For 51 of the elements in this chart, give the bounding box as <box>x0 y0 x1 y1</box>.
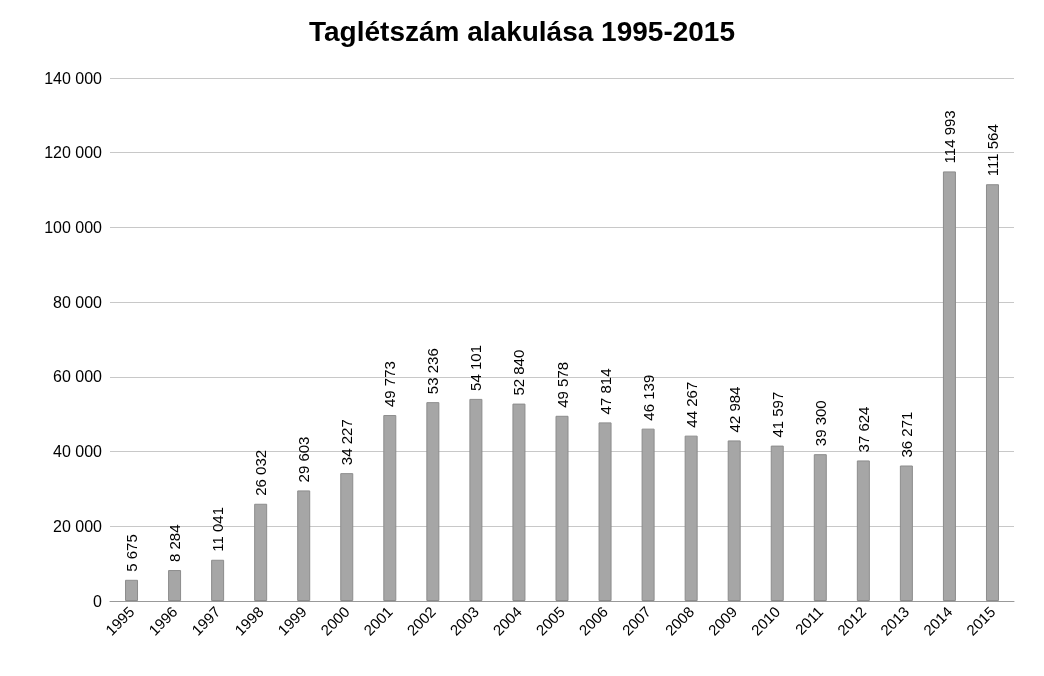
data-label: 39 300 <box>811 400 829 447</box>
bar <box>770 445 784 601</box>
data-label: 8 284 <box>166 524 184 563</box>
data-label: 29 603 <box>295 436 313 483</box>
data-label: 44 267 <box>682 381 700 428</box>
y-tick-label: 80 000 <box>53 293 103 311</box>
data-label: 114 993 <box>940 110 958 164</box>
bar <box>211 559 225 601</box>
data-label: 54 101 <box>467 345 485 391</box>
bar <box>942 171 956 601</box>
data-label: 41 597 <box>768 391 786 438</box>
bar <box>254 503 268 601</box>
data-label: 36 271 <box>897 411 915 458</box>
bar <box>555 415 569 601</box>
data-label: 49 578 <box>553 361 571 408</box>
bar <box>426 402 440 601</box>
bar <box>383 415 397 601</box>
bar <box>985 184 999 601</box>
bar <box>598 422 612 601</box>
bar <box>899 465 913 601</box>
data-label: 11 041 <box>209 506 227 552</box>
data-label: 53 236 <box>424 348 442 395</box>
bar <box>684 435 698 601</box>
y-tick-label: 120 000 <box>44 144 103 162</box>
data-label: 37 624 <box>854 406 872 453</box>
bar <box>469 398 483 601</box>
y-tick-label: 60 000 <box>53 368 103 386</box>
data-label: 52 840 <box>510 349 528 396</box>
bar <box>641 428 655 601</box>
bar <box>813 454 827 601</box>
data-label: 26 032 <box>252 449 270 496</box>
y-tick-label: 20 000 <box>53 517 103 535</box>
chart-title: Taglétszám alakulása 1995-2015 <box>309 15 735 47</box>
bar <box>168 570 182 601</box>
bar <box>856 460 870 601</box>
data-label: 111 564 <box>983 124 1001 177</box>
y-tick-label: 0 <box>93 592 103 610</box>
data-label: 42 984 <box>725 386 743 433</box>
y-tick-label: 140 000 <box>44 69 103 87</box>
data-label: 49 773 <box>381 361 399 408</box>
data-label: 46 139 <box>639 374 657 421</box>
data-label: 47 814 <box>596 368 614 415</box>
bar <box>512 403 526 601</box>
y-tick-label: 40 000 <box>53 443 103 461</box>
bar <box>125 579 139 601</box>
bar <box>727 440 741 601</box>
bar <box>340 473 354 601</box>
data-label: 5 675 <box>123 534 141 572</box>
bar <box>297 490 311 601</box>
data-label: 34 227 <box>338 419 356 466</box>
y-tick-label: 100 000 <box>44 218 103 236</box>
